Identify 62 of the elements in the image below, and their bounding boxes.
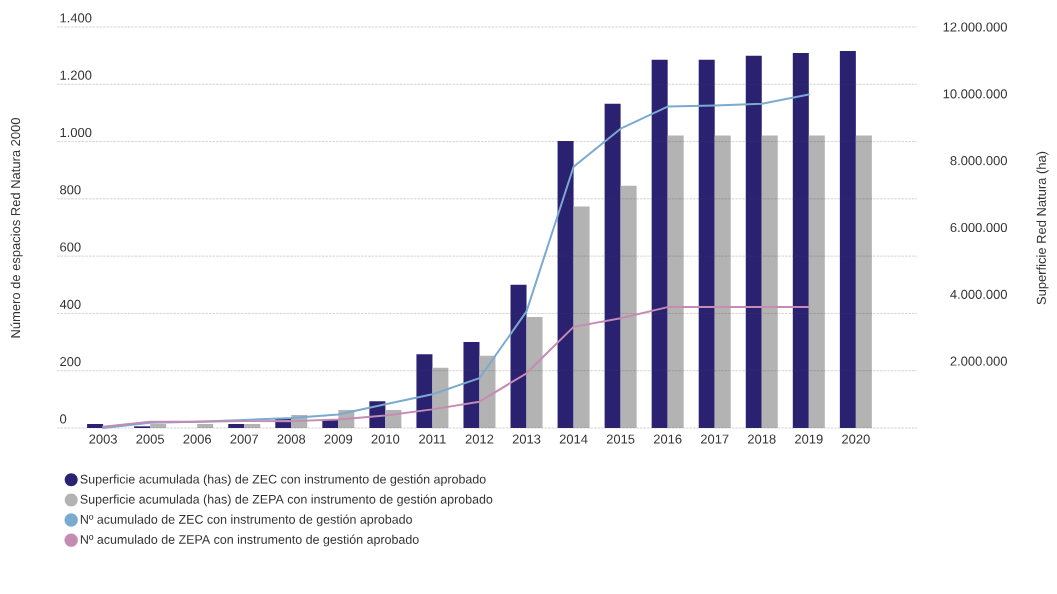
x-tick-label: 2012 — [465, 434, 494, 444]
bar — [150, 423, 167, 428]
bar — [808, 135, 825, 428]
bar — [432, 367, 449, 428]
legend-label: Nº acumulado de ZEC con instrumento de gestión aprobado — [80, 514, 412, 527]
x-tick-label: 2015 — [606, 434, 635, 444]
bar — [839, 51, 856, 428]
y-tick-label: 1.400 — [60, 13, 92, 23]
y-tick-label: 600 — [60, 242, 81, 252]
x-tick-label: 2019 — [795, 434, 823, 444]
x-tick-label: 2017 — [700, 434, 729, 444]
y2-tick-label: 10.000.000 — [943, 89, 1007, 99]
y-axis-title: Número de espacios Red Natura 2000 — [10, 118, 23, 338]
x-tick-label: 2003 — [89, 434, 117, 444]
bar — [87, 423, 104, 428]
bar — [573, 206, 590, 428]
bar — [463, 342, 480, 428]
x-tick-label: 2008 — [277, 434, 306, 444]
bar — [557, 140, 574, 428]
y2-tick-label: 6.000.000 — [950, 222, 1007, 233]
bar — [526, 317, 543, 428]
y-tick-label: 200 — [60, 357, 81, 367]
x-tick-label: 2005 — [136, 434, 165, 444]
bar — [745, 55, 762, 428]
y-tick-label: 800 — [60, 185, 81, 195]
y2-tick-label: 4.000.000 — [950, 289, 1007, 299]
legend-label: Nº acumulado de ZEPA con instrumento de gestión aprobado — [80, 534, 419, 547]
x-tick-label: 2009 — [324, 434, 353, 444]
bar — [761, 135, 778, 428]
y-tick-label: 1.000 — [60, 127, 92, 138]
x-tick-label: 2011 — [419, 434, 446, 444]
bar — [416, 354, 433, 428]
x-tick-label: 2013 — [512, 434, 541, 444]
x-tick-label: 2016 — [653, 434, 682, 444]
bar — [855, 135, 872, 428]
bar — [228, 423, 245, 428]
bar — [244, 423, 261, 428]
legend-label: Superficie acumulada (has) de ZEPA con instrumento de gestión aprobado — [80, 494, 493, 507]
bar — [651, 59, 668, 428]
y2-tick-label: 12.000.000 — [943, 22, 1007, 32]
bar — [714, 135, 731, 428]
bar — [197, 423, 214, 428]
bar — [604, 103, 621, 428]
bar — [667, 135, 684, 428]
bar — [479, 355, 496, 428]
x-tick-label: 2014 — [559, 434, 588, 444]
y-tick-label: 400 — [59, 299, 81, 309]
x-tick-label: 2020 — [842, 434, 870, 444]
y-tick-label: 0 — [60, 414, 67, 424]
x-tick-label: 2010 — [371, 434, 400, 444]
y-tick-label: 1.200 — [60, 70, 92, 80]
y2-axis-title: Superficie Red Natura (ha) — [1036, 151, 1049, 305]
x-tick-label: 2006 — [183, 434, 212, 444]
bar — [792, 53, 809, 428]
x-tick-label: 2007 — [230, 434, 258, 444]
y2-tick-label: 8.000.000 — [950, 156, 1007, 166]
bar — [510, 284, 527, 428]
legend-label: Superficie acumulada (has) de ZEC con instrumento de gestión aprobado — [80, 474, 486, 487]
bar — [620, 185, 637, 428]
x-tick-label: 2018 — [748, 434, 776, 444]
y2-tick-label: 2.000.000 — [950, 356, 1007, 366]
bar — [698, 59, 715, 428]
